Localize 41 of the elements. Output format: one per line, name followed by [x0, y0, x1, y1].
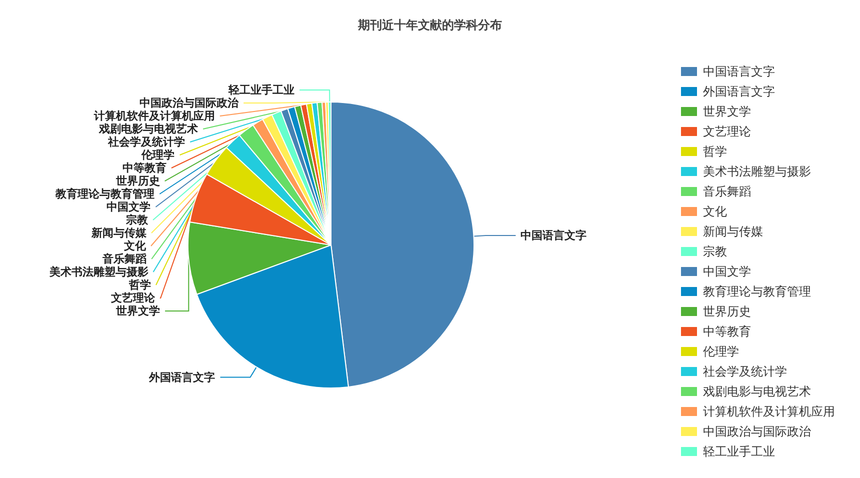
slice-label: 中国语言文字 [520, 229, 587, 242]
legend-label: 世界历史 [703, 304, 751, 318]
legend-label: 教育理论与教育管理 [703, 284, 811, 298]
legend-label: 中国政治与国际政治 [703, 424, 811, 438]
slice-label: 教育理论与教育管理 [54, 188, 155, 201]
legend-label: 美术书法雕塑与摄影 [703, 164, 811, 178]
legend-label: 中国文学 [703, 264, 751, 278]
slice-label: 计算机软件及计算机应用 [92, 110, 215, 123]
slice-label: 中国文学 [106, 200, 151, 214]
slice-label: 宗教 [125, 214, 150, 227]
slice-label: 文艺理论 [110, 292, 156, 305]
slice-label: 新闻与传媒 [90, 226, 148, 240]
legend-label: 计算机软件及计算机应用 [703, 404, 835, 418]
slice-label: 戏剧电影与电视艺术 [98, 122, 198, 136]
slice-label: 外国语言文字 [148, 370, 216, 384]
legend-label: 新闻与传媒 [703, 224, 763, 238]
slice-label: 音乐舞蹈 [102, 252, 147, 266]
legend-label: 社会学及统计学 [703, 364, 787, 378]
slice-label: 社会学及统计学 [107, 136, 186, 149]
chart-title: 期刊近十年文献的学科分布 [357, 18, 502, 32]
legend-label: 世界文学 [703, 104, 751, 118]
legend-label: 中等教育 [703, 324, 751, 338]
legend-label: 中国语言文字 [703, 64, 775, 78]
legend-label: 哲学 [703, 144, 727, 158]
slice-label: 世界历史 [114, 174, 160, 188]
slice-label: 中国政治与国际政治 [140, 96, 240, 110]
legend-label: 伦理学 [703, 344, 739, 358]
slice-label: 世界文学 [115, 304, 160, 318]
legend-label: 文化 [703, 204, 727, 218]
legend-label: 宗教 [703, 244, 727, 258]
slice-label: 哲学 [128, 278, 151, 292]
slice-label: 轻工业手工业 [228, 84, 295, 97]
legend-label: 音乐舞蹈 [703, 184, 751, 198]
slice-label: 伦理学 [140, 148, 175, 162]
legend-label: 戏剧电影与电视艺术 [703, 384, 811, 398]
slice-label: 中等教育 [122, 162, 166, 175]
legend-label: 轻工业手工业 [703, 444, 775, 458]
slice-label: 文化 [123, 240, 148, 253]
legend-label: 文艺理论 [703, 124, 751, 138]
legend-label: 外国语言文字 [703, 84, 775, 98]
slice-label: 美术书法雕塑与摄影 [48, 266, 148, 279]
